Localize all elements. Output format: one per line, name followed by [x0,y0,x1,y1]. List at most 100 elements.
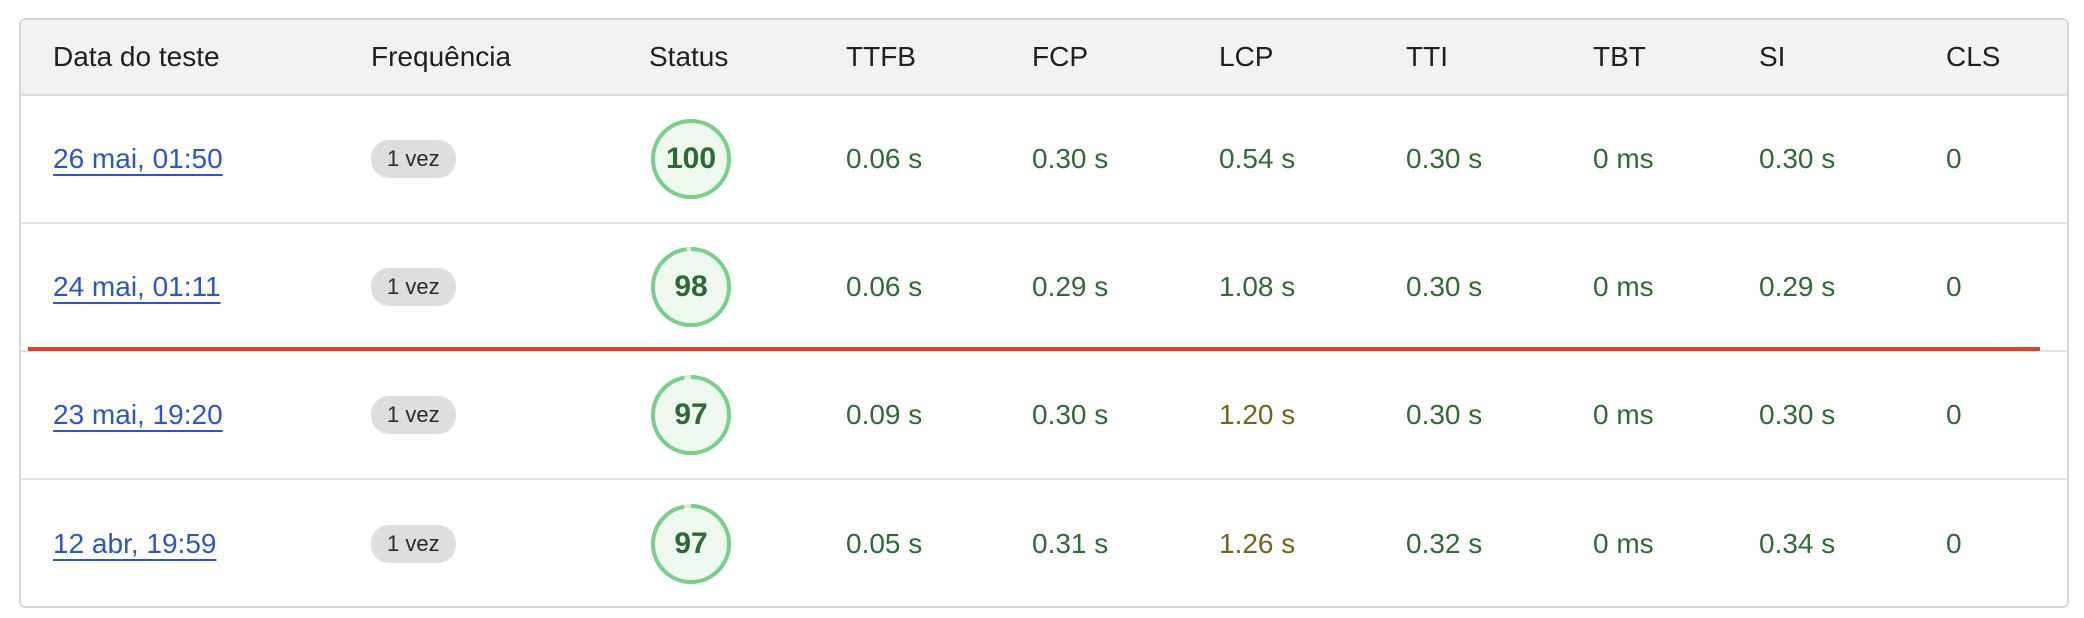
tbt-value: 0 ms [1593,271,1654,302]
tti-value: 0.32 s [1406,528,1483,559]
cell-tti: 0.30 s [1406,224,1482,350]
cell-fcp: 0.30 s [1032,96,1108,222]
fcp-value: 0.31 s [1032,528,1109,559]
highlight-divider-line [28,347,2040,351]
fcp-value: 0.30 s [1032,143,1109,174]
cell-ttfb: 0.05 s [846,480,923,606]
cell-tbt: 0 ms [1593,352,1654,478]
score-ring-icon [651,119,731,199]
header-date[interactable]: Data do teste [53,41,220,72]
cell-tti: 0.30 s [1406,96,1482,222]
tti-value: 0.30 s [1406,271,1483,302]
cls-value: 0 [1946,528,1962,559]
performance-score-value: 100 [665,142,717,175]
header-lcp[interactable]: LCP [1219,41,1274,72]
table-row: 26 mai, 01:50 1 vez 100 0.06 s 0.30 s 0.54 s 0… [21,96,2067,224]
cell-score: 98 [649,224,733,350]
cell-si: 0.34 s [1759,480,1836,606]
performance-score-value: 97 [674,527,708,560]
ttfb-value: 0.05 s [846,528,923,559]
ttfb-value: 0.06 s [846,143,923,174]
header-tbt[interactable]: TBT [1593,41,1646,72]
score-ring-icon [651,247,731,327]
ttfb-value: 0.06 s [846,271,923,302]
si-value: 0.29 s [1759,271,1836,302]
cell-frequency: 1 vez [371,352,456,478]
lcp-value: 1.08 s [1219,271,1296,302]
cell-tbt: 0 ms [1593,224,1654,350]
test-date-link[interactable]: 12 abr, 19:59 [53,528,217,559]
cell-si: 0.29 s [1759,224,1835,350]
fcp-value: 0.29 s [1032,271,1109,302]
header-status[interactable]: Status [649,41,729,72]
performance-score-value: 97 [674,398,708,431]
cell-cls: 0 [1946,352,1962,478]
performance-score-value: 98 [674,270,708,303]
header-ttfb[interactable]: TTFB [846,41,916,72]
fcp-value: 0.30 s [1032,399,1109,430]
si-value: 0.30 s [1759,143,1836,174]
header-cls[interactable]: CLS [1946,41,2001,72]
header-tti[interactable]: TTI [1406,41,1448,72]
test-date-link[interactable]: 24 mai, 01:11 [53,271,221,302]
cell-cls: 0 [1946,96,1962,222]
header-fcp[interactable]: FCP [1032,41,1088,72]
cell-cls: 0 [1946,224,1962,350]
header-si[interactable]: SI [1759,41,1786,72]
performance-score-gauge[interactable]: 97 [649,373,733,457]
table-row: 24 mai, 01:11 1 vez 98 0.06 s 0.29 s 1.08 s 0.… [21,224,2067,352]
cell-date: 12 abr, 19:59 [53,480,217,606]
cell-ttfb: 0.06 s [846,224,922,350]
test-date-link[interactable]: 23 mai, 19:20 [53,399,223,430]
cell-frequency: 1 vez [371,224,456,350]
header-frequency[interactable]: Frequência [371,41,512,72]
performance-score-gauge[interactable]: 100 [649,117,733,201]
tbt-value: 0 ms [1593,399,1654,430]
table-row: 12 abr, 19:59 1 vez 97 0.05 s 0.31 s 1.26 s 0.… [21,480,2067,606]
frequency-badge: 1 vez [371,396,456,434]
tti-value: 0.30 s [1406,399,1483,430]
frequency-badge: 1 vez [371,268,456,306]
cell-tbt: 0 ms [1593,96,1654,222]
cell-fcp: 0.29 s [1032,224,1108,350]
ttfb-value: 0.09 s [846,399,923,430]
cell-date: 23 mai, 19:20 [53,352,223,478]
cell-date: 26 mai, 01:50 [53,96,223,222]
cell-date: 24 mai, 01:11 [53,224,221,350]
cell-tti: 0.30 s [1406,352,1482,478]
cell-cls: 0 [1946,480,1962,606]
cell-lcp: 1.08 s [1219,224,1295,350]
performance-score-gauge[interactable]: 97 [649,502,733,586]
cell-frequency: 1 vez [371,96,456,222]
tbt-value: 0 ms [1593,143,1654,174]
cell-ttfb: 0.09 s [846,352,922,478]
cell-tbt: 0 ms [1593,480,1654,606]
test-date-link[interactable]: 26 mai, 01:50 [53,143,223,174]
cell-lcp: 1.26 s [1219,480,1296,606]
cell-score: 97 [649,480,733,606]
lcp-value: 1.20 s [1219,399,1296,430]
cell-fcp: 0.30 s [1032,352,1108,478]
table-header: Data do teste Frequência Status TTFB FCP… [21,20,2067,96]
cell-fcp: 0.31 s [1032,480,1109,606]
si-value: 0.34 s [1759,528,1836,559]
table-row: 23 mai, 19:20 1 vez 97 0.09 s 0.30 s 1.20 s 0.… [21,352,2067,480]
cell-score: 97 [649,352,733,478]
cls-value: 0 [1946,271,1962,302]
score-ring-icon [651,375,731,455]
lcp-value: 1.26 s [1219,528,1296,559]
cls-value: 0 [1946,143,1962,174]
cell-score: 100 [649,96,733,222]
si-value: 0.30 s [1759,399,1836,430]
frequency-badge: 1 vez [371,525,456,563]
tbt-value: 0 ms [1593,528,1654,559]
cell-tti: 0.32 s [1406,480,1483,606]
tti-value: 0.30 s [1406,143,1483,174]
performance-score-gauge[interactable]: 98 [649,245,733,329]
score-ring-icon [651,504,731,584]
cell-lcp: 1.20 s [1219,352,1295,478]
cell-si: 0.30 s [1759,96,1835,222]
frequency-badge: 1 vez [371,140,456,178]
cell-lcp: 0.54 s [1219,96,1295,222]
lcp-value: 0.54 s [1219,143,1296,174]
